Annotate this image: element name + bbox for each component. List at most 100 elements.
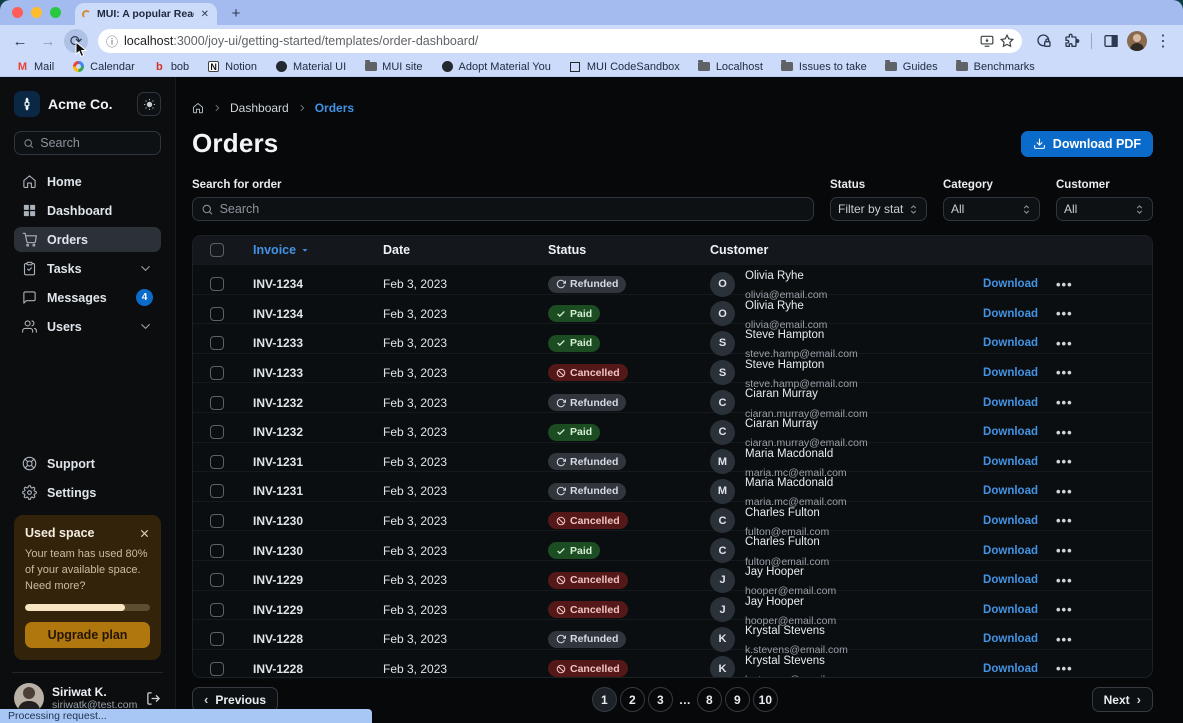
page-button-8[interactable]: 8 <box>696 687 722 712</box>
page-button-9[interactable]: 9 <box>724 687 750 712</box>
browser-menu-icon[interactable]: ⋮ <box>1155 33 1171 50</box>
bookmark-item[interactable]: Localhost <box>692 58 771 75</box>
row-checkbox[interactable] <box>210 573 224 588</box>
sidebar-item-orders[interactable]: Orders <box>14 227 161 252</box>
page-button-10[interactable]: 10 <box>752 687 778 712</box>
download-link[interactable]: Download <box>983 307 1038 320</box>
home-icon[interactable] <box>192 102 204 114</box>
bookmark-item[interactable]: Guides <box>879 58 946 75</box>
tab-close-icon[interactable]: ✕ <box>200 8 209 20</box>
download-link[interactable]: Download <box>983 603 1038 616</box>
download-link[interactable]: Download <box>983 574 1038 587</box>
row-menu-icon[interactable]: ••• <box>1056 631 1073 647</box>
bookmark-item[interactable]: Calendar <box>66 58 143 75</box>
row-checkbox[interactable] <box>210 661 224 676</box>
download-link[interactable]: Download <box>983 366 1038 379</box>
row-menu-icon[interactable]: ••• <box>1056 483 1073 499</box>
browser-tab[interactable]: MUI: A popular React UI fram ✕ <box>75 3 217 25</box>
profile-avatar[interactable] <box>1127 31 1147 51</box>
row-checkbox[interactable] <box>210 336 224 351</box>
sidebar-item-users[interactable]: Users <box>14 314 161 339</box>
row-menu-icon[interactable]: ••• <box>1056 424 1073 440</box>
forward-button[interactable]: → <box>40 32 56 50</box>
bookmark-item[interactable]: b bob <box>147 58 197 75</box>
row-menu-icon[interactable]: ••• <box>1056 572 1073 588</box>
previous-page-button[interactable]: ‹ Previous <box>192 687 279 712</box>
breadcrumb-dashboard[interactable]: Dashboard <box>230 101 289 115</box>
download-link[interactable]: Download <box>983 514 1038 527</box>
download-link[interactable]: Download <box>983 544 1038 557</box>
row-menu-icon[interactable]: ••• <box>1056 395 1073 411</box>
side-panel-icon[interactable] <box>1099 29 1123 53</box>
site-controls-icon[interactable] <box>1032 29 1056 53</box>
row-checkbox[interactable] <box>210 395 224 410</box>
page-button-1[interactable]: 1 <box>591 687 617 712</box>
bookmark-item[interactable]: MUI site <box>358 58 430 75</box>
row-menu-icon[interactable]: ••• <box>1056 661 1073 677</box>
row-checkbox[interactable] <box>210 425 224 440</box>
bookmark-star-icon[interactable] <box>1000 34 1014 48</box>
customer-filter-select[interactable]: All <box>1056 197 1153 221</box>
sidebar-item-home[interactable]: Home <box>14 169 161 194</box>
download-pdf-button[interactable]: Download PDF <box>1020 130 1153 157</box>
status-filter-select[interactable]: Filter by status <box>830 197 927 221</box>
column-invoice[interactable]: Invoice <box>241 243 371 257</box>
sidebar-item-settings[interactable]: Settings <box>14 480 161 505</box>
theme-toggle-button[interactable] <box>137 92 161 116</box>
reload-button[interactable]: ⟳ <box>64 29 88 58</box>
download-link[interactable]: Download <box>983 337 1038 350</box>
sidebar-item-support[interactable]: Support <box>14 451 161 476</box>
upgrade-plan-button[interactable]: Upgrade plan <box>25 622 150 648</box>
row-menu-icon[interactable]: ••• <box>1056 602 1073 618</box>
bookmark-item[interactable]: MUI CodeSandbox <box>563 58 688 75</box>
breadcrumb-orders[interactable]: Orders <box>314 101 355 115</box>
sidebar-search[interactable] <box>14 131 161 155</box>
row-checkbox[interactable] <box>210 484 224 499</box>
bookmark-item[interactable]: Benchmarks <box>950 58 1043 75</box>
row-menu-icon[interactable]: ••• <box>1056 454 1073 470</box>
row-menu-icon[interactable]: ••• <box>1056 543 1073 559</box>
row-menu-icon[interactable]: ••• <box>1056 306 1073 322</box>
row-checkbox[interactable] <box>210 365 224 380</box>
row-menu-icon[interactable]: ••• <box>1056 276 1073 292</box>
row-checkbox[interactable] <box>210 602 224 617</box>
download-link[interactable]: Download <box>983 278 1038 291</box>
close-window-button[interactable] <box>12 7 23 18</box>
row-checkbox[interactable] <box>210 454 224 469</box>
download-link[interactable]: Download <box>983 633 1038 646</box>
category-filter-select[interactable]: All <box>943 197 1040 221</box>
download-link[interactable]: Download <box>983 485 1038 498</box>
order-search-field[interactable] <box>192 197 814 221</box>
row-checkbox[interactable] <box>210 306 224 321</box>
bookmark-item[interactable]: Adopt Material You <box>435 58 559 75</box>
page-button-3[interactable]: 3 <box>647 687 673 712</box>
extensions-icon[interactable] <box>1060 29 1084 53</box>
download-link[interactable]: Download <box>983 662 1038 675</box>
row-checkbox[interactable] <box>210 632 224 647</box>
next-page-button[interactable]: Next › <box>1091 687 1153 712</box>
sidebar-item-dashboard[interactable]: Dashboard <box>14 198 161 223</box>
select-all-checkbox[interactable] <box>210 243 224 257</box>
sidebar-item-messages[interactable]: Messages 4 <box>14 285 161 310</box>
row-checkbox[interactable] <box>210 543 224 558</box>
order-search-input[interactable] <box>219 202 805 216</box>
bookmark-item[interactable]: Issues to take <box>775 58 875 75</box>
page-button-2[interactable]: 2 <box>619 687 645 712</box>
logout-icon[interactable] <box>146 691 161 706</box>
install-app-icon[interactable] <box>980 34 994 48</box>
download-link[interactable]: Download <box>983 455 1038 468</box>
bookmark-item[interactable]: M Mail <box>10 58 62 75</box>
bookmark-item[interactable]: Material UI <box>269 58 354 75</box>
download-link[interactable]: Download <box>983 396 1038 409</box>
sidebar-search-input[interactable] <box>40 136 152 150</box>
maximize-window-button[interactable] <box>50 7 61 18</box>
sidebar-item-tasks[interactable]: Tasks <box>14 256 161 281</box>
url-bar[interactable]: ⓘ localhost:3000/joy-ui/getting-started/… <box>98 29 1022 53</box>
row-checkbox[interactable] <box>210 513 224 528</box>
minimize-window-button[interactable] <box>31 7 42 18</box>
row-menu-icon[interactable]: ••• <box>1056 513 1073 529</box>
row-checkbox[interactable] <box>210 277 224 292</box>
bookmark-item[interactable]: N Notion <box>201 58 265 75</box>
download-link[interactable]: Download <box>983 426 1038 439</box>
row-menu-icon[interactable]: ••• <box>1056 335 1073 351</box>
